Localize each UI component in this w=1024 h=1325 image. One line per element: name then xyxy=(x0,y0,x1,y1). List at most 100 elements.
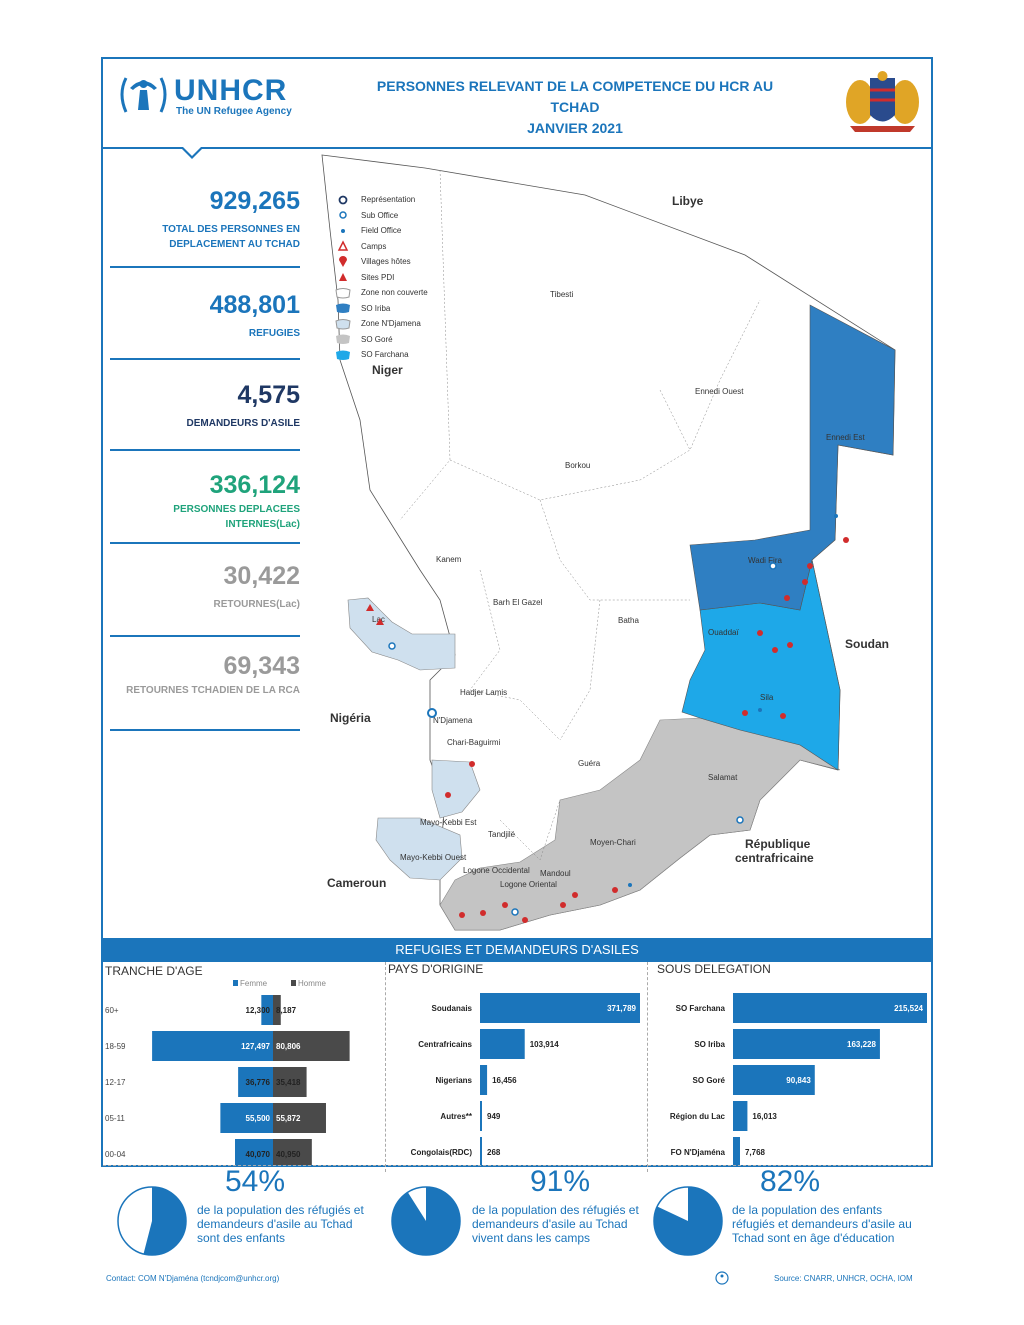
origin-category-label: Nigerians xyxy=(436,1076,473,1085)
legend-swatch-homme xyxy=(291,980,296,986)
kpi-pie-children xyxy=(117,1186,187,1256)
stat-idp-label: PERSONNES DEPLACEES INTERNES(Lac) xyxy=(173,504,300,530)
camp-icon xyxy=(612,887,618,893)
section-band: REFUGIES ET DEMANDEURS D'ASILES xyxy=(103,938,931,962)
origin-bar xyxy=(480,1065,488,1095)
origin-category-label: Soudanais xyxy=(432,1004,473,1013)
legend-label: Zone N'Djamena xyxy=(361,319,421,329)
map-region-moyen-chari: Moyen-Chari xyxy=(590,838,636,847)
kpi-children-text: de la population des réfugiés et demande… xyxy=(197,1203,364,1245)
map-region-borders xyxy=(399,169,761,861)
map-region-wadi-fira: Wadi Fira xyxy=(748,556,782,565)
map-region-ouaddai: Ouaddaï xyxy=(708,628,739,637)
stat-divider xyxy=(110,729,300,731)
age-bar-homme xyxy=(273,995,281,1025)
origin-value-label: 371,789 xyxy=(607,1004,636,1013)
field-office-icon xyxy=(335,225,351,237)
unhcr-emblem-icon xyxy=(120,77,167,113)
kpi-pie-education xyxy=(653,1186,723,1256)
sub-office-icon xyxy=(511,908,519,916)
map-region-borkou: Borkou xyxy=(565,461,590,470)
map-region-mandoul: Mandoul xyxy=(540,869,571,878)
stat-asylum-value: 4,575 xyxy=(237,381,300,409)
map-region-batha: Batha xyxy=(618,616,639,625)
age-group-label: 12-17 xyxy=(105,1078,126,1087)
origin-category-label: Congolais(RDC) xyxy=(411,1148,473,1157)
age-bar-femme xyxy=(238,1067,273,1097)
map-region-tandjile: Tandjilé xyxy=(488,830,516,839)
stat-returnees-lac: 30,422 RETOURNES(Lac) xyxy=(110,561,300,637)
map-label-rca-2: centrafricaine xyxy=(735,851,814,865)
map-region-chari-baguirmi: Chari-Baguirmi xyxy=(447,738,501,747)
footer-source: Source: CNARR, UNHCR, OCHA, IOM xyxy=(774,1274,913,1283)
camp-icon xyxy=(445,792,451,798)
age-bar-femme xyxy=(152,1031,273,1061)
origin-value-label: 949 xyxy=(487,1112,501,1121)
map-region-barh-el-gazel: Barh El Gazel xyxy=(493,598,543,607)
zone-ndjamena-swatch xyxy=(335,318,351,330)
camp-icon xyxy=(469,761,475,767)
stat-returnees-lac-value: 30,422 xyxy=(223,562,300,590)
sub-office-icon xyxy=(736,816,744,824)
age-bar-femme xyxy=(261,995,273,1025)
origin-category-label: Centrafricains xyxy=(418,1040,472,1049)
map-region-guera: Guéra xyxy=(578,759,601,768)
legend-swatch-femme xyxy=(233,980,238,986)
stat-returnees-rca-label: RETOURNES TCHADIEN DE LA RCA xyxy=(126,685,300,696)
age-bar-homme xyxy=(273,1031,350,1061)
age-value-femme: 36,776 xyxy=(246,1078,271,1087)
pie-slice xyxy=(143,1187,186,1255)
camp-icon xyxy=(772,647,778,653)
age-group-label: 00-04 xyxy=(105,1150,126,1159)
map-zone-lac xyxy=(347,597,456,671)
sub-office-icon xyxy=(769,562,777,570)
kpi-pie-camps xyxy=(391,1186,461,1256)
age-value-homme: 8,187 xyxy=(276,1006,297,1015)
map-zone-so-iriba xyxy=(689,304,896,611)
idp-site-icon xyxy=(366,604,374,611)
age-value-homme: 40,950 xyxy=(276,1150,301,1159)
map-region-ndjamena: N'Djamena xyxy=(433,716,473,725)
kpi-education-pct: 82% xyxy=(759,1165,821,1198)
map-region-logone-oriental: Logone Oriental xyxy=(500,880,557,889)
so-farchana-swatch xyxy=(335,349,351,361)
camp-icon xyxy=(335,240,351,252)
representation-icon xyxy=(335,194,351,206)
delegation-bar xyxy=(733,993,927,1023)
stat-refugees: 488,801 REFUGIES xyxy=(110,290,300,360)
legend-femme: Femme xyxy=(240,979,268,988)
stat-divider xyxy=(110,358,300,360)
origin-bar xyxy=(480,1029,525,1059)
origin-bar xyxy=(480,993,640,1023)
map-label-libye: Libye xyxy=(672,194,704,208)
camp-icon xyxy=(784,595,790,601)
camp-icon xyxy=(572,892,578,898)
legend-label: Représentation xyxy=(361,195,416,205)
column-divider xyxy=(385,962,386,1172)
legend-label: Villages hôtes xyxy=(361,257,411,267)
origin-value-label: 103,914 xyxy=(530,1040,559,1049)
map-label-cameroun: Cameroun xyxy=(327,876,386,890)
camp-icon xyxy=(780,713,786,719)
chad-coat-of-arms-icon xyxy=(846,71,919,132)
legend-label: SO Farchana xyxy=(361,350,409,360)
origin-bar xyxy=(480,1101,482,1131)
origin-bar-chart: Soudanais 371,789 Centrafricains 103,914 Nig… xyxy=(411,993,640,1165)
legend-homme: Homme xyxy=(298,979,327,988)
origin-bar xyxy=(480,1137,482,1165)
field-office-icon xyxy=(834,514,838,518)
kpi-education-text: de la population des enfants réfugiés et… xyxy=(732,1203,912,1245)
age-value-femme: 127,497 xyxy=(241,1042,270,1051)
sub-office-icon xyxy=(388,642,396,650)
camp-icon xyxy=(843,537,849,543)
delegation-bar xyxy=(733,1101,748,1131)
legend-label: SO Iriba xyxy=(361,303,391,313)
idp-site-icon xyxy=(376,618,384,625)
sub-office-icon xyxy=(335,209,351,221)
kpi-children-pct: 54% xyxy=(224,1165,286,1198)
map-label-soudan: Soudan xyxy=(845,637,889,651)
camp-icon xyxy=(742,710,748,716)
map-region-lac: Lac xyxy=(372,615,385,624)
map-markers xyxy=(366,514,849,923)
unhcr-logo: UNHCR The UN Refugee Agency xyxy=(116,72,311,122)
